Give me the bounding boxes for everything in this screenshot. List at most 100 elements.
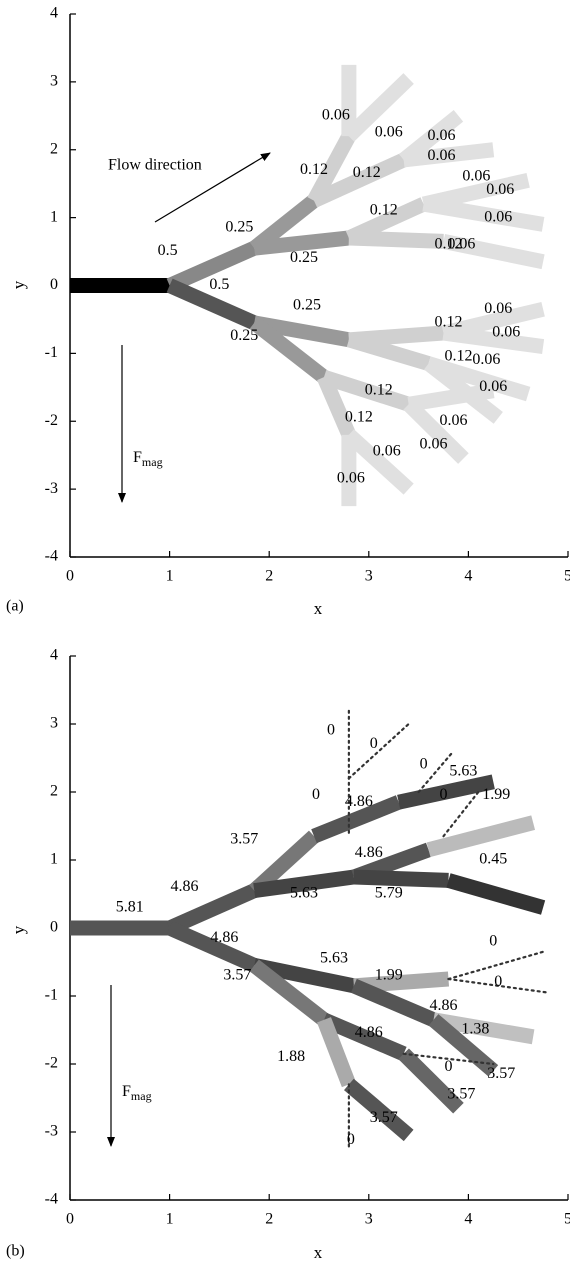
branch-value-label: 0.06 <box>373 442 401 459</box>
force-label: Fmag <box>122 1083 152 1103</box>
branch-value-label: 3.57 <box>223 966 251 983</box>
panel-a: 0 1 2 3 4 5 4 3 2 1 0 -1 -2 -3 -4 x y (a) 0.5 0.5 0.25 0.25 0.… <box>6 5 570 618</box>
y-tick-label: 2 <box>50 783 58 800</box>
y-axis-label: y <box>9 925 28 934</box>
branch-segment <box>317 374 356 438</box>
blocked-branch-segment <box>447 977 550 994</box>
y-tick-label: 4 <box>50 5 58 22</box>
branch-value-label: 1.38 <box>461 1021 489 1038</box>
branch-value-label: 0 <box>312 786 320 803</box>
panel-label: (b) <box>6 1243 25 1260</box>
branch-segment <box>432 1012 535 1045</box>
x-tick-label: 4 <box>464 568 472 585</box>
branch-value-label: 1.88 <box>277 1048 305 1065</box>
y-tick-label: -2 <box>45 412 58 429</box>
y-tick-label: 0 <box>50 276 58 293</box>
blocked-branch-segment <box>447 950 545 981</box>
branch-segment <box>346 332 431 371</box>
branch-segment <box>353 869 449 888</box>
y-tick-label: -1 <box>45 344 58 361</box>
x-tick-label: 5 <box>564 1211 570 1228</box>
y-tick-label: 3 <box>50 715 58 732</box>
branch-value-label: 3.57 <box>447 1085 475 1102</box>
branch-value-label: 5.81 <box>116 898 144 915</box>
branch-segment <box>348 230 444 249</box>
branch-segment <box>446 873 546 915</box>
branch-value-label: 0.12 <box>370 202 398 219</box>
branch-value-label: 0 <box>489 932 497 949</box>
y-tick-label: 1 <box>50 208 58 225</box>
branch-segment <box>166 278 258 330</box>
branch-value-label: 4.86 <box>355 844 383 861</box>
x-tick-label: 5 <box>564 568 570 585</box>
branch-value-label: 0.06 <box>337 470 365 487</box>
branch-value-label: 5.63 <box>449 762 477 779</box>
branch-value-label: 0.25 <box>293 297 321 314</box>
branch-value-label: 0.25 <box>225 218 253 235</box>
branch-value-label: 0.12 <box>444 347 472 364</box>
flow-direction-label: Flow direction <box>108 157 202 174</box>
branch-value-label: 0.12 <box>434 314 462 331</box>
branch-value-label: 0 <box>444 1058 452 1075</box>
branch-segment <box>402 142 495 168</box>
branch-segment <box>249 830 320 897</box>
x-axis-label: x <box>314 599 323 618</box>
branch-segment <box>166 883 258 935</box>
branch-segment <box>350 978 437 1027</box>
branch-segment <box>166 921 258 973</box>
blocked-branch-segment <box>417 750 455 794</box>
blocked-branch-segment <box>442 790 480 838</box>
branch-value-label: 0.25 <box>230 327 258 344</box>
branch-segment <box>310 153 407 208</box>
x-axis-label: x <box>314 1243 323 1262</box>
branch-value-label: 0.06 <box>439 412 467 429</box>
branch-value-label: 0.12 <box>353 164 381 181</box>
x-tick-label: 4 <box>464 1211 472 1228</box>
branch-segment <box>344 1078 414 1142</box>
branch-value-label: 0.12 <box>300 161 328 178</box>
branch-value-label: 0.06 <box>420 436 448 453</box>
branch-segment <box>397 774 495 810</box>
panel-b: 0 1 2 3 4 5 4 3 2 1 0 -1 -2 -3 -4 x y (b) 5.81 4.86 4.86 3.57… <box>6 647 570 1262</box>
branch-segment <box>442 325 545 355</box>
branch-value-label: 4.86 <box>345 793 373 810</box>
x-tick-label: 2 <box>265 1211 273 1228</box>
branch-value-label: 0.06 <box>428 127 456 144</box>
branch-value-label: 0 <box>420 755 428 772</box>
branch-value-label: 0.06 <box>484 300 512 317</box>
branch-value-label: 0.5 <box>158 242 178 259</box>
branch-segment <box>426 815 536 858</box>
branch-value-label: 3.57 <box>487 1065 515 1082</box>
branch-value-label: 0.06 <box>462 168 490 185</box>
branch-value-label: 0 <box>347 1131 355 1148</box>
branch-value-label: 4.86 <box>355 1024 383 1041</box>
branch-segment <box>441 234 545 270</box>
force-label-subscript: mag <box>131 1089 152 1103</box>
branch-value-label: 0.25 <box>290 249 318 266</box>
branch-value-label: 1.99 <box>375 966 403 983</box>
branch-value-label: 1.99 <box>482 786 510 803</box>
branch-segment <box>407 383 495 412</box>
y-axis-label: y <box>9 280 28 289</box>
branch-value-label: 0.45 <box>479 851 507 868</box>
branch-segment <box>252 958 356 994</box>
x-tick-label: 1 <box>166 568 174 585</box>
x-tick-label: 2 <box>265 568 273 585</box>
branch-value-label: 0.12 <box>365 381 393 398</box>
y-tick-label: -1 <box>45 987 58 1004</box>
branch-value-label: 0 <box>327 721 335 738</box>
branch-value-label: 5.63 <box>290 885 318 902</box>
branch-value-label: 0.12 <box>434 235 462 252</box>
branch-value-label: 3.57 <box>230 830 258 847</box>
branch-segment <box>343 73 414 142</box>
panel-label: (a) <box>6 598 24 615</box>
branch-value-label: 4.86 <box>171 878 199 895</box>
blocked-branch-segment <box>347 722 410 780</box>
branch-segment <box>398 1048 464 1114</box>
y-tick-label: 1 <box>50 851 58 868</box>
force-label-main: F <box>122 1083 131 1100</box>
y-tick-label: -3 <box>45 480 58 497</box>
branch-segment <box>311 795 402 844</box>
blocked-branch-segment <box>402 1052 495 1066</box>
